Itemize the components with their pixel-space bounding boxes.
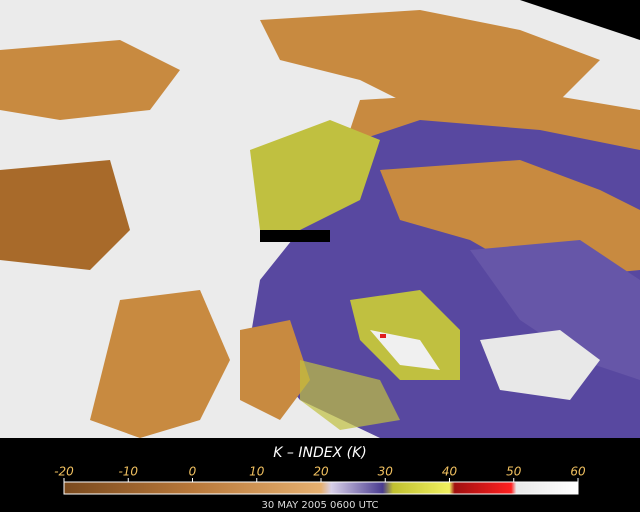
- colorbar-tick-label: -20: [54, 465, 74, 479]
- colorbar-tick-label: 0: [189, 465, 197, 479]
- satellite-image: [0, 0, 640, 438]
- colorbar-tick-label: 20: [313, 465, 329, 479]
- timestamp: 30 MAY 2005 0600 UTC: [262, 500, 379, 511]
- colorbar-title: K – INDEX (K): [273, 445, 366, 461]
- colorbar-tick-label: 60: [570, 465, 586, 479]
- colorbar-tick-label: 40: [442, 465, 458, 479]
- colorbar-tick-label: 10: [249, 465, 265, 479]
- colorbar-tick-label: 50: [506, 465, 522, 479]
- colorbar-tick-label: -10: [118, 465, 138, 479]
- colorbar-tick-label: 30: [378, 465, 394, 479]
- colorbar: [63, 481, 579, 495]
